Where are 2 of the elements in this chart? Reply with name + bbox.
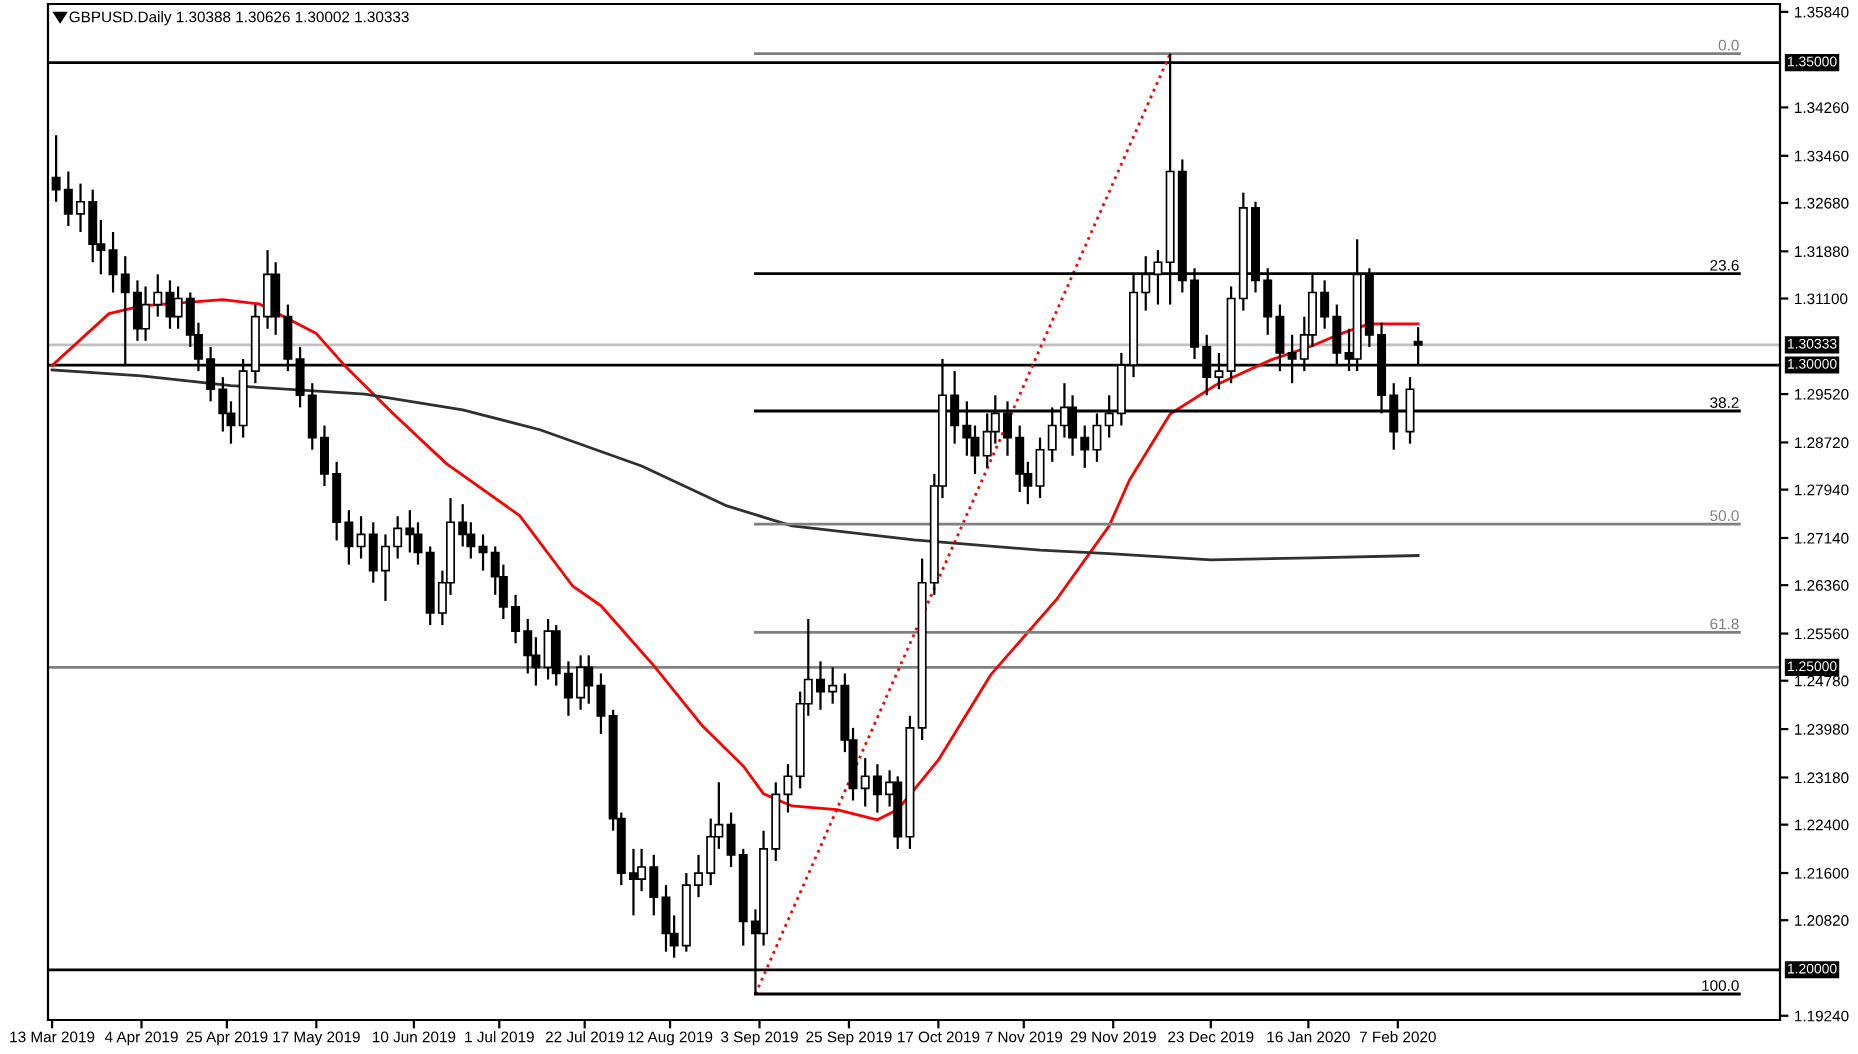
line-series — [50, 368, 1420, 562]
candlestick — [543, 617, 553, 681]
